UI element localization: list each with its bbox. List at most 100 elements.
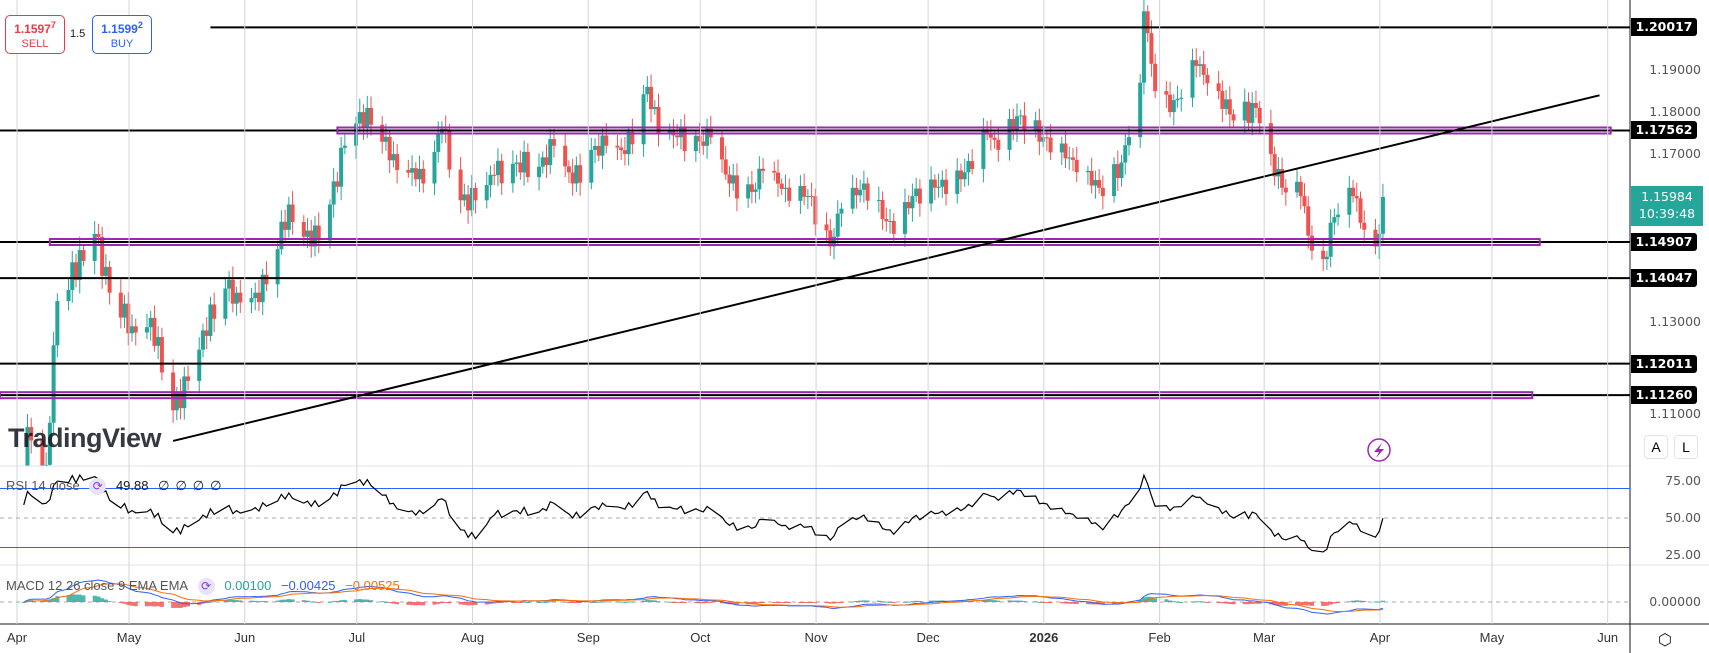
sell-button[interactable]: 1.15977 SELL: [5, 15, 65, 54]
candle-body: [473, 187, 478, 201]
candle-body: [365, 107, 370, 128]
macd-histogram-bar: [1298, 602, 1303, 606]
macd-histogram-bar: [1220, 602, 1225, 604]
macd-histogram-bar: [1085, 602, 1090, 605]
macd-histogram-bar: [675, 602, 680, 603]
tradingview-logo[interactable]: TradingView: [8, 422, 162, 454]
candle-body: [74, 262, 79, 281]
candle-body: [70, 262, 75, 290]
macd-histogram-bar: [570, 602, 575, 603]
candle-body: [1018, 115, 1023, 117]
time-axis-label: Jul: [348, 630, 366, 645]
price-tick: 1.13000: [1649, 314, 1701, 330]
macd-histogram-bar: [238, 600, 243, 602]
candle-body: [260, 274, 265, 303]
macd-histogram-bar: [902, 601, 907, 603]
macd-histogram-bar: [361, 599, 366, 602]
macd-histogram-bar: [1141, 597, 1146, 602]
candle-body: [1171, 100, 1176, 113]
macd-histogram-bar: [619, 601, 624, 603]
macd-histogram-bar: [1272, 602, 1277, 606]
candle-body: [1126, 137, 1131, 146]
macd-histogram-bar: [1168, 600, 1173, 602]
candle-body: [641, 94, 646, 145]
macd-histogram-bar: [312, 601, 317, 603]
macd-histogram-bar: [1257, 602, 1262, 604]
candle-body: [861, 183, 866, 190]
candle-body: [705, 128, 710, 146]
candle-body: [1115, 164, 1120, 179]
refresh-icon[interactable]: ⟳: [89, 478, 107, 496]
rsi-legend[interactable]: RSI 14 close ⟳ 49.88 ∅ ∅ ∅ ∅: [6, 478, 227, 496]
macd-histogram-bar: [439, 602, 444, 604]
macd-histogram-bar: [988, 599, 993, 602]
candle-body: [200, 330, 205, 350]
macd-label: MACD 12 26 close 9 EMA EMA: [6, 578, 189, 593]
macd-histogram-bar: [652, 600, 657, 602]
candle-body: [227, 279, 232, 289]
buy-button[interactable]: 1.15992 BUY: [92, 15, 152, 54]
macd-histogram-bar: [212, 601, 217, 603]
macd-histogram-bar: [1097, 602, 1102, 605]
candle-body: [436, 133, 441, 152]
candle-body: [574, 165, 579, 184]
macd-histogram-bar: [178, 602, 183, 608]
macd-histogram-bar: [208, 601, 213, 603]
macd-histogram-bar: [1354, 600, 1359, 602]
macd-histogram-bar: [413, 602, 418, 606]
macd-histogram-bar: [156, 602, 161, 607]
candle-body: [1097, 179, 1102, 188]
candle-body: [81, 250, 86, 261]
macd-histogram-bar: [249, 600, 254, 602]
auto-scale-button[interactable]: A: [1644, 435, 1668, 459]
candle-body: [47, 422, 52, 465]
macd-histogram-bar: [697, 602, 702, 604]
macd-histogram-bar: [832, 602, 837, 604]
candle-body: [469, 187, 474, 211]
macd-histogram-bar: [1358, 600, 1363, 602]
macd-histogram-bar: [626, 601, 631, 603]
candle-body: [410, 168, 415, 173]
candle-body: [1306, 206, 1311, 236]
spread-value: 1.5: [70, 28, 86, 40]
rsi-extra: ∅: [158, 478, 170, 493]
candle-body: [988, 133, 993, 138]
candle-body: [884, 218, 889, 222]
candle-body: [914, 188, 919, 197]
macd-histogram-bar: [74, 594, 79, 602]
macd-histogram-bar: [828, 602, 833, 604]
rsi-tick: 50.00: [1665, 510, 1701, 525]
candle-body: [981, 129, 986, 169]
macd-histogram-bar: [383, 601, 388, 603]
candle-body: [234, 292, 239, 304]
price-level-tag: 1.11260: [1631, 386, 1697, 405]
price-level-tag: 1.14047: [1631, 269, 1697, 288]
macd-histogram-bar: [1022, 601, 1027, 603]
macd-histogram-bar: [667, 601, 672, 603]
macd-histogram-bar: [753, 602, 758, 605]
log-scale-button[interactable]: L: [1674, 435, 1698, 459]
refresh-icon[interactable]: ⟳: [197, 578, 215, 596]
macd-histogram-bar: [914, 600, 919, 602]
macd-histogram-bar: [301, 600, 306, 602]
candle-body: [1250, 103, 1255, 123]
macd-histogram-bar: [671, 602, 676, 603]
candle-body: [1119, 162, 1124, 179]
candle-body: [876, 199, 881, 201]
candle-body: [264, 274, 269, 285]
support-resistance-zone: [0, 391, 1534, 400]
settings-icon[interactable]: ⬡: [1658, 632, 1672, 649]
time-axis-label: Dec: [916, 630, 940, 645]
candle-body: [955, 170, 960, 194]
macd-histogram-bar: [1048, 602, 1053, 604]
candle-body: [992, 137, 997, 140]
candle-body: [96, 233, 101, 237]
candle-body: [1347, 187, 1352, 215]
candle-body: [1205, 74, 1210, 84]
macd-histogram-bar: [1231, 602, 1236, 605]
macd-legend[interactable]: MACD 12 26 close 9 EMA EMA ⟳ 0.00100 −0.…: [6, 578, 406, 596]
candle-body: [118, 292, 123, 318]
candle-body: [126, 303, 131, 334]
macd-histogram-bar: [466, 602, 471, 606]
